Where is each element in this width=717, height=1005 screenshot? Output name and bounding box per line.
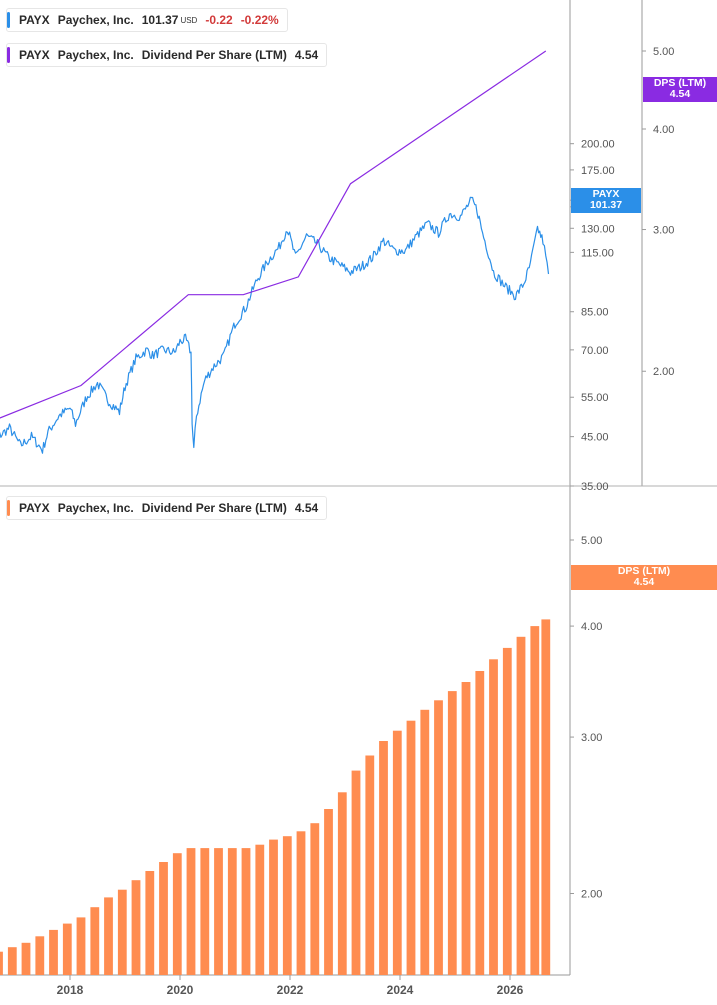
price-tag-label: PAYX xyxy=(592,188,620,200)
dps-bar xyxy=(145,871,155,975)
dps-bottom-tag-value: 4.54 xyxy=(633,576,655,588)
x-tick-label: 2020 xyxy=(167,983,194,997)
legend-company: Paychex, Inc. xyxy=(57,501,134,515)
dps-tick-label: 5.00 xyxy=(653,46,674,58)
dps-bar xyxy=(104,897,113,975)
dps-bar xyxy=(269,839,278,975)
dps-bar xyxy=(159,862,168,975)
legend-dps-color xyxy=(7,47,10,63)
dps-bar xyxy=(461,682,471,975)
dps-bar xyxy=(541,619,551,975)
dps-bar xyxy=(502,647,512,975)
dps-bar xyxy=(49,929,58,975)
legend-company: Paychex, Inc. xyxy=(57,48,134,62)
dps-bar xyxy=(90,907,100,975)
legend-ticker: PAYX xyxy=(19,501,50,515)
price-tick-label: 115.00 xyxy=(581,247,614,259)
dps-bottom-tag: DPS (LTM) 4.54 xyxy=(571,565,717,590)
price-tick-label: 45.00 xyxy=(581,432,609,444)
dps-bar xyxy=(241,848,251,975)
dps-bar xyxy=(365,755,375,975)
dps-tag: DPS (LTM) 4.54 xyxy=(643,77,717,102)
price-tick-label: 130.00 xyxy=(581,223,615,235)
dps-bar xyxy=(131,880,141,975)
legend-dps-bottom-color xyxy=(7,500,10,516)
price-tick-label: 85.00 xyxy=(581,307,609,319)
legend-value: 4.54 xyxy=(294,48,319,62)
dps-bar xyxy=(7,947,17,975)
legend-dps-bottom[interactable]: PAYX Paychex, Inc. Dividend Per Share (L… xyxy=(6,496,328,520)
dps-tag-value: 4.54 xyxy=(669,88,691,100)
dps-bar xyxy=(434,700,443,975)
dps-bar xyxy=(21,942,31,975)
dps-bar xyxy=(310,823,320,975)
dps-series-line xyxy=(0,50,547,419)
price-tick-label: 35.00 xyxy=(581,481,609,493)
dps-bottom-tick-label: 5.00 xyxy=(581,535,602,547)
dps-bar xyxy=(0,951,3,975)
legend-dps-top[interactable]: PAYX Paychex, Inc. Dividend Per Share (L… xyxy=(6,43,328,67)
dps-bar xyxy=(392,730,402,975)
legend-currency: USD xyxy=(180,15,198,25)
dps-tick-label: 2.00 xyxy=(653,366,674,378)
dps-tick-label: 4.00 xyxy=(653,124,674,136)
dps-bar xyxy=(172,853,182,975)
dps-bar xyxy=(447,691,457,975)
dps-bar xyxy=(255,844,265,975)
dps-bar xyxy=(117,889,127,975)
price-tick-label: 70.00 xyxy=(581,345,609,357)
price-tag: PAYX 101.37 xyxy=(571,188,641,213)
dps-bar xyxy=(62,923,72,975)
x-tick-label: 2026 xyxy=(497,983,524,997)
legend-ticker: PAYX xyxy=(19,48,50,62)
x-tick-label: 2024 xyxy=(387,983,414,997)
price-tick-label: 55.00 xyxy=(581,392,609,404)
dps-bottom-tick-label: 3.00 xyxy=(581,732,602,744)
legend-company: Paychex, Inc. xyxy=(57,13,134,27)
legend-price-value: 101.37 xyxy=(141,13,179,27)
dps-bottom-tick-label: 4.00 xyxy=(581,621,602,633)
dps-tag-label: DPS (LTM) xyxy=(653,77,707,89)
x-tick-label: 2018 xyxy=(57,983,84,997)
legend-price-color xyxy=(7,12,10,28)
dps-bar xyxy=(76,917,86,975)
dps-bar xyxy=(379,741,388,975)
dps-bar xyxy=(186,848,196,975)
dps-bar xyxy=(406,720,416,975)
dps-bar xyxy=(296,831,306,975)
dps-bottom-tag-label: DPS (LTM) xyxy=(617,565,671,577)
price-tag-value: 101.37 xyxy=(589,199,623,211)
dps-bar xyxy=(227,848,237,975)
legend-metric: Dividend Per Share (LTM) xyxy=(141,48,287,62)
legend-metric: Dividend Per Share (LTM) xyxy=(141,501,287,515)
dps-bar xyxy=(420,709,430,975)
dps-bar xyxy=(351,770,361,975)
legend-change: -0.22 xyxy=(205,13,233,27)
dps-bar xyxy=(324,809,333,975)
price-series-line xyxy=(0,196,550,454)
legend-value: 4.54 xyxy=(294,501,319,515)
dps-tick-label: 3.00 xyxy=(653,225,674,237)
price-tick-label: 175.00 xyxy=(581,165,615,177)
legend-price[interactable]: PAYX Paychex, Inc. 101.37 USD -0.22 -0.2… xyxy=(6,8,288,32)
dps-bar xyxy=(214,848,223,975)
dps-bar xyxy=(282,836,292,975)
dps-bar xyxy=(516,636,526,975)
dps-bar xyxy=(489,659,498,975)
dps-bar xyxy=(35,936,45,975)
dps-bar xyxy=(200,848,210,975)
legend-ticker: PAYX xyxy=(19,13,50,27)
dps-bar xyxy=(475,671,485,975)
price-tick-label: 200.00 xyxy=(581,139,615,151)
dps-bar xyxy=(337,792,347,975)
dps-bar xyxy=(530,626,540,975)
dps-bottom-tick-label: 2.00 xyxy=(581,889,602,901)
x-tick-label: 2022 xyxy=(277,983,304,997)
legend-change-pct: -0.22% xyxy=(240,13,279,27)
